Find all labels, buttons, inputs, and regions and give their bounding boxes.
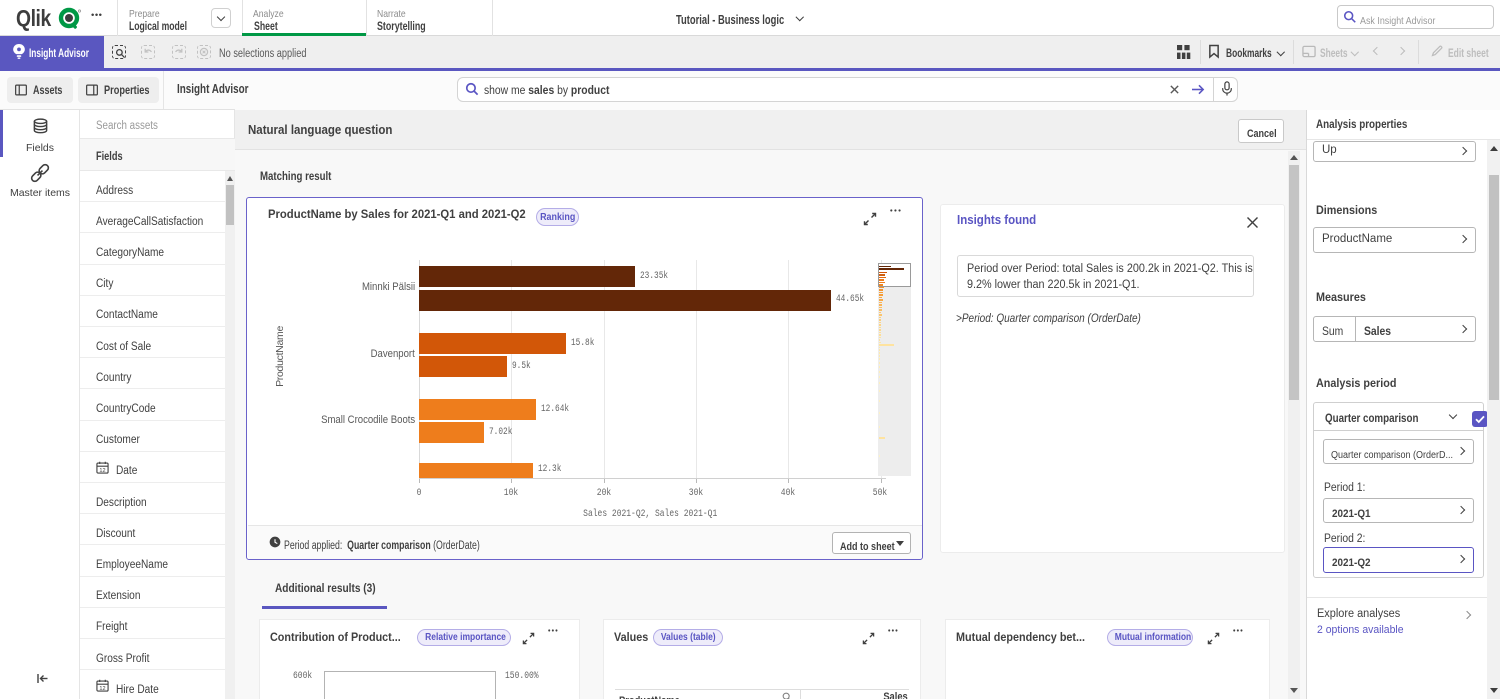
svg-text:12: 12 — [99, 468, 105, 474]
svg-text:12: 12 — [99, 686, 105, 692]
